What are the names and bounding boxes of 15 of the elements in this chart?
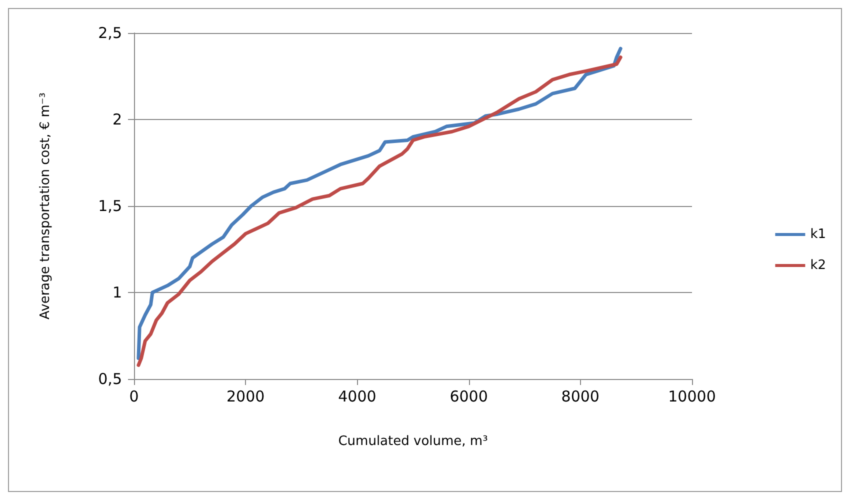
y-tick-label: 1 xyxy=(112,284,122,302)
y-tick-label: 2 xyxy=(112,110,122,128)
x-tick-label: 0 xyxy=(129,388,139,406)
x-tick-label: 6000 xyxy=(450,388,488,406)
y-axis-title: Average transportation cost, € m⁻³ xyxy=(38,92,53,320)
y-tick-label: 0,5 xyxy=(98,370,122,388)
x-tick-label: 10000 xyxy=(668,388,716,406)
x-tick-label: 2000 xyxy=(226,388,265,406)
legend-label: k2 xyxy=(810,258,826,273)
legend-label: k1 xyxy=(810,227,826,242)
y-tick-label: 2,5 xyxy=(98,24,122,42)
y-tick-label: 1,5 xyxy=(98,197,122,215)
x-axis-title: Cumulated volume, m³ xyxy=(338,434,488,449)
x-tick-label: 4000 xyxy=(338,388,376,406)
x-tick-label: 8000 xyxy=(561,388,600,406)
